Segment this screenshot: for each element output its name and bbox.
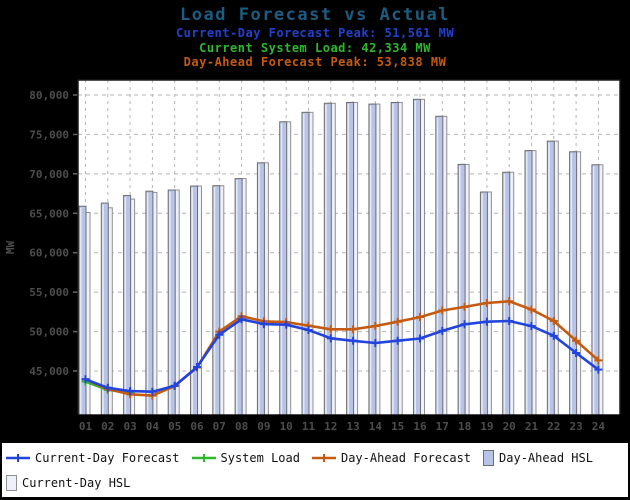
legend-label: System Load <box>220 450 300 465</box>
svg-text:21: 21 <box>525 420 539 433</box>
svg-text:75,000: 75,000 <box>29 128 69 141</box>
svg-text:23: 23 <box>569 420 582 433</box>
subtitle-current-system-load: Current System Load: 42,334 MW <box>199 41 431 55</box>
svg-text:17: 17 <box>436 420 449 433</box>
svg-text:65,000: 65,000 <box>29 207 69 220</box>
svg-text:20: 20 <box>503 420 516 433</box>
chart-legend: Current-Day Forecast System Load Day-Ahead… <box>1 442 629 498</box>
svg-text:18: 18 <box>458 420 471 433</box>
legend-label: Current-Day Forecast <box>35 450 180 465</box>
load-chart: 45,000 50,000 55,000 60,000 65,000 70,000 75,0… <box>4 79 621 433</box>
svg-text:06: 06 <box>190 420 204 433</box>
svg-text:50,000: 50,000 <box>29 326 69 339</box>
svg-text:03: 03 <box>123 420 136 433</box>
svg-text:80,000: 80,000 <box>29 89 69 102</box>
svg-text:MW: MW <box>4 241 17 255</box>
svg-text:45,000: 45,000 <box>29 365 69 378</box>
svg-text:05: 05 <box>168 420 181 433</box>
subtitle-current-day-forecast-peak: Current-Day Forecast Peak: 51,561 MW <box>175 26 455 40</box>
svg-text:24: 24 <box>592 420 606 433</box>
svg-text:04: 04 <box>146 420 160 433</box>
legend-item-day-ahead-forecast: Day-Ahead Forecast <box>311 450 472 465</box>
legend-row-2: Current-Day HSL <box>6 474 624 491</box>
subtitle-day-ahead-forecast-peak: Day-Ahead Forecast Peak: 53,838 MW <box>183 55 447 69</box>
legend-line-swatch-icon <box>191 453 216 462</box>
svg-text:14: 14 <box>369 420 383 433</box>
legend-row-1: Current-Day Forecast System Load Day-Ahead… <box>6 449 624 466</box>
svg-text:07: 07 <box>213 420 226 433</box>
legend-label: Day-Ahead Forecast <box>340 450 472 465</box>
svg-text:08: 08 <box>235 420 248 433</box>
legend-square-swatch-icon <box>6 474 17 491</box>
legend-item-current-day-hsl: Current-Day HSL <box>6 474 131 491</box>
legend-item-day-ahead-hsl: Day-Ahead HSL <box>483 449 593 466</box>
svg-text:01: 01 <box>79 420 93 433</box>
page-title: Load Forecast vs Actual <box>180 5 450 25</box>
legend-label: Current-Day HSL <box>22 475 131 490</box>
legend-label: Day-Ahead HSL <box>499 450 593 465</box>
svg-text:16: 16 <box>413 420 427 433</box>
legend-square-swatch-icon <box>483 449 495 466</box>
svg-text:02: 02 <box>101 420 114 433</box>
svg-text:12: 12 <box>324 420 337 433</box>
legend-item-current-day-forecast: Current-Day Forecast <box>6 451 180 465</box>
svg-text:70,000: 70,000 <box>29 168 69 181</box>
svg-text:11: 11 <box>302 420 316 433</box>
svg-text:13: 13 <box>346 420 359 433</box>
svg-text:10: 10 <box>280 420 293 433</box>
svg-text:19: 19 <box>480 420 493 433</box>
svg-text:09: 09 <box>257 420 270 433</box>
legend-item-system-load: System Load <box>191 450 300 465</box>
svg-text:22: 22 <box>547 420 560 433</box>
svg-text:55,000: 55,000 <box>29 286 69 299</box>
legend-line-swatch-icon <box>311 453 336 462</box>
svg-text:15: 15 <box>391 420 404 433</box>
svg-text:60,000: 60,000 <box>29 247 69 260</box>
legend-line-swatch-icon <box>6 453 30 462</box>
